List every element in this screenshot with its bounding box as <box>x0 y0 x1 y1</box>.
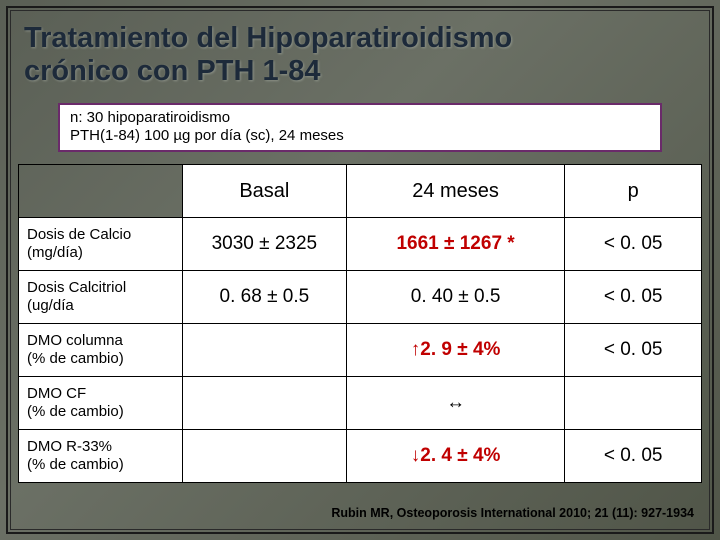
table-header-row: Basal 24 meses p <box>19 165 702 218</box>
table-row: Dosis Calcitriol (ug/día 0. 68 ± 0.5 0. … <box>19 271 702 324</box>
study-line-1: n: 30 hipoparatiroidismo <box>70 109 650 128</box>
table-row: Dosis de Calcio (mg/día) 3030 ± 2325 166… <box>19 218 702 271</box>
header-blank <box>19 165 183 218</box>
citation-text: Rubin MR, Osteoporosis International 201… <box>331 506 694 520</box>
cell-p: < 0. 05 <box>565 271 702 324</box>
cell-basal <box>182 377 346 430</box>
title-line-2: crónico con PTH 1-84 <box>24 55 321 87</box>
title-line-1: Tratamiento del Hipoparatiroidismo <box>24 22 512 54</box>
cell-p <box>565 377 702 430</box>
study-line-2: PTH(1-84) 100 µg por día (sc), 24 meses <box>70 127 650 146</box>
cell-24meses: ↔ <box>346 377 565 430</box>
cell-p: < 0. 05 <box>565 218 702 271</box>
cell-p: < 0. 05 <box>565 430 702 483</box>
cell-basal <box>182 324 346 377</box>
header-p: p <box>565 165 702 218</box>
cell-basal <box>182 430 346 483</box>
cell-basal: 0. 68 ± 0.5 <box>182 271 346 324</box>
row-label: Dosis Calcitriol (ug/día <box>19 271 183 324</box>
cell-basal: 3030 ± 2325 <box>182 218 346 271</box>
header-24meses: 24 meses <box>346 165 565 218</box>
row-label: Dosis de Calcio (mg/día) <box>19 218 183 271</box>
header-basal: Basal <box>182 165 346 218</box>
table-row: DMO R-33% (% de cambio) ↓2. 4 ± 4% < 0. … <box>19 430 702 483</box>
row-label: DMO columna (% de cambio) <box>19 324 183 377</box>
cell-24meses: 0. 40 ± 0.5 <box>346 271 565 324</box>
table-row: DMO columna (% de cambio) ↑2. 9 ± 4% < 0… <box>19 324 702 377</box>
results-table: Basal 24 meses p Dosis de Calcio (mg/día… <box>18 164 702 483</box>
row-label: DMO R-33% (% de cambio) <box>19 430 183 483</box>
table-row: DMO CF (% de cambio) ↔ <box>19 377 702 430</box>
slide-title: Tratamiento del Hipoparatiroidismo cróni… <box>24 22 696 89</box>
row-label: DMO CF (% de cambio) <box>19 377 183 430</box>
cell-24meses: ↑2. 9 ± 4% <box>346 324 565 377</box>
slide-content: Tratamiento del Hipoparatiroidismo cróni… <box>18 18 702 522</box>
cell-24meses: ↓2. 4 ± 4% <box>346 430 565 483</box>
cell-p: < 0. 05 <box>565 324 702 377</box>
cell-24meses: 1661 ± 1267 * <box>346 218 565 271</box>
study-info-box: n: 30 hipoparatiroidismo PTH(1-84) 100 µ… <box>58 103 662 153</box>
